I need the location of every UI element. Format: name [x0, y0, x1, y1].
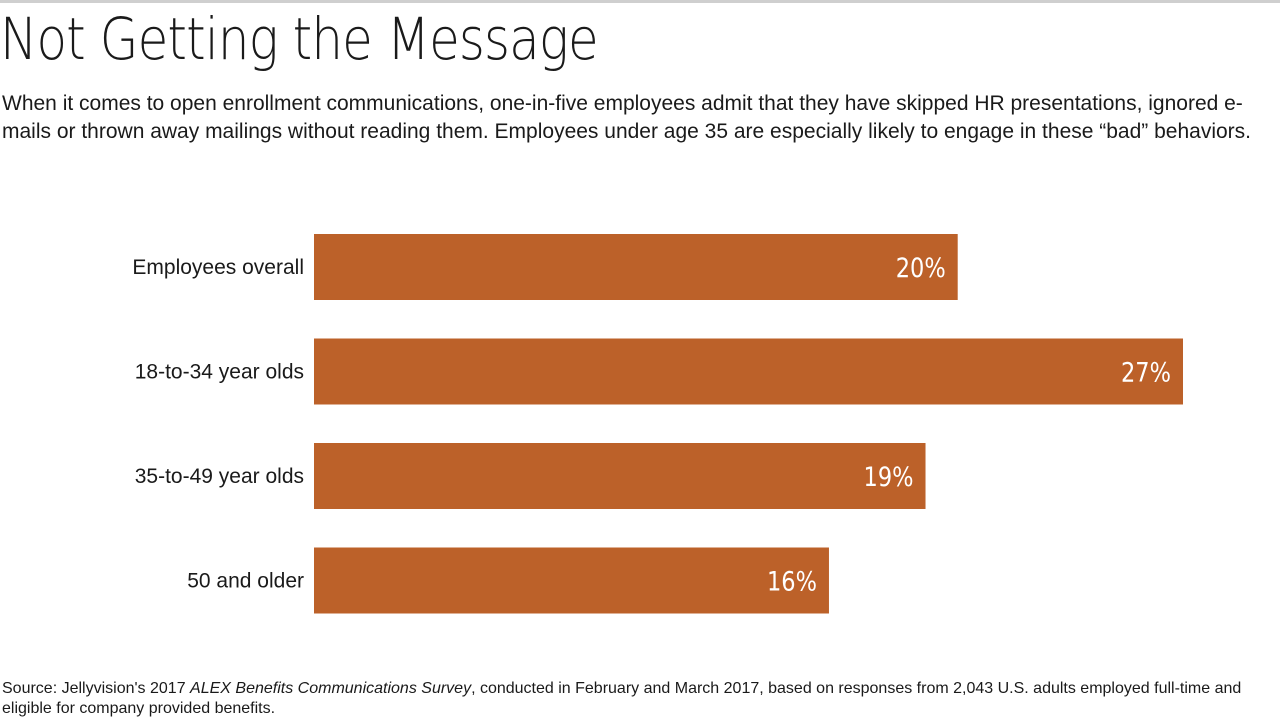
category-label-1: Employees overall: [132, 256, 304, 279]
bar-3: [314, 443, 926, 509]
value-label-1: 20%: [896, 253, 946, 284]
top-rule: [0, 0, 1280, 3]
source-survey-name: ALEX Benefits Communications Survey: [190, 680, 472, 697]
chart-title: Not Getting the Message: [0, 5, 599, 73]
category-label-4: 50 and older: [187, 570, 304, 593]
chart-subtitle: When it comes to open enrollment communi…: [2, 92, 1252, 143]
value-label-3: 19%: [864, 462, 914, 493]
bar-2: [314, 338, 1183, 405]
source-prefix: Source: Jellyvision's 2017: [2, 680, 191, 697]
source-suffix: , conducted in February and March 2017, …: [2, 680, 1242, 717]
value-label-4: 16%: [767, 567, 817, 598]
value-label-2: 27%: [1121, 358, 1171, 389]
category-label-2: 18-to-34 year olds: [135, 361, 304, 384]
category-label-3: 35-to-49 year olds: [135, 465, 304, 488]
bar-4: [314, 547, 829, 614]
source-note: Source: Jellyvision's 2017 ALEX Benefits…: [2, 679, 1272, 719]
bar-1: [314, 234, 958, 300]
